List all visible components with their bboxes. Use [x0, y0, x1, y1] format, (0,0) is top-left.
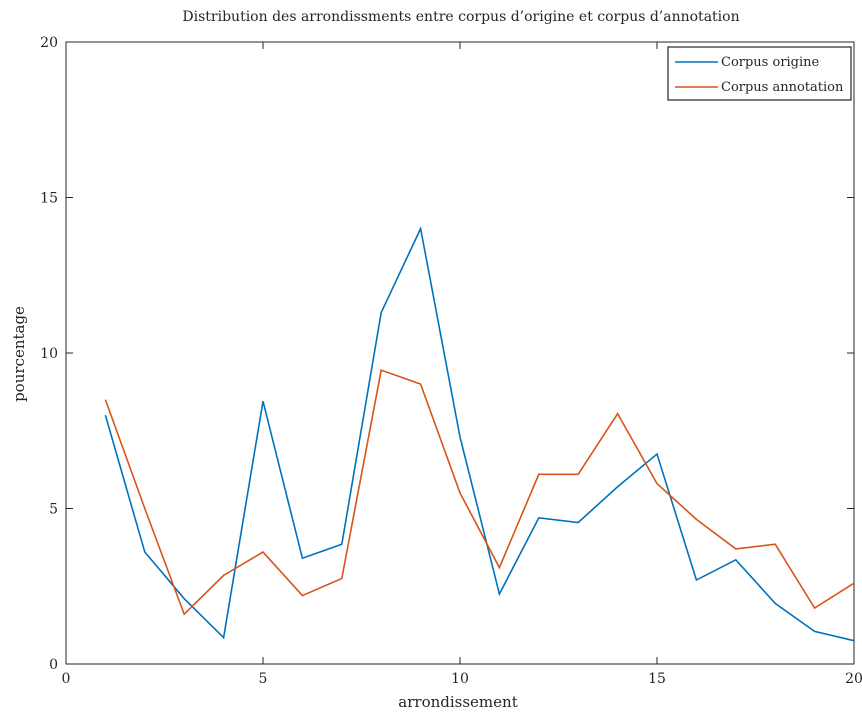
- data-point: [617, 413, 619, 415]
- data-point: [735, 559, 737, 561]
- data-point: [538, 517, 540, 519]
- x-tick-label: 5: [259, 671, 268, 687]
- data-point: [774, 543, 776, 545]
- chart-title: Distribution des arrondissments entre co…: [182, 9, 739, 25]
- data-point: [144, 508, 146, 510]
- data-point: [656, 483, 658, 485]
- series-line-corpus-annotation: [104, 369, 855, 616]
- data-point: [814, 607, 816, 609]
- data-point: [420, 228, 422, 230]
- data-point: [499, 567, 501, 569]
- legend-box: [667, 46, 852, 101]
- data-point: [696, 579, 698, 581]
- data-point: [223, 637, 225, 639]
- series-line-corpus-origine: [104, 226, 855, 642]
- data-point: [302, 595, 304, 597]
- data-point: [341, 543, 343, 545]
- legend: Corpus origine Corpus annotation: [667, 46, 852, 101]
- x-tick-label: 10: [451, 671, 469, 687]
- data-point: [380, 369, 382, 371]
- legend-label-corpus-origine: Corpus origine: [721, 55, 820, 70]
- data-point: [302, 557, 304, 559]
- data-point: [814, 631, 816, 633]
- x-tick-label: 0: [62, 671, 71, 687]
- data-point: [420, 383, 422, 385]
- x-axis-label: arrondissement: [398, 693, 517, 711]
- data-point: [853, 582, 855, 584]
- data-point: [459, 492, 461, 494]
- y-tick-label: 5: [49, 502, 58, 518]
- data-point: [735, 548, 737, 550]
- data-point: [538, 473, 540, 475]
- series-lines: [104, 226, 855, 642]
- x-tick-label: 20: [845, 671, 862, 687]
- data-point: [774, 603, 776, 605]
- data-point: [341, 578, 343, 580]
- y-axis-label: pourcentage: [10, 306, 28, 402]
- data-point: [183, 598, 185, 600]
- data-point: [853, 640, 855, 642]
- data-point: [105, 414, 107, 416]
- data-point: [499, 593, 501, 595]
- data-point: [617, 486, 619, 488]
- data-point: [577, 473, 579, 475]
- y-axis: 0 5 10 15 20: [40, 35, 854, 673]
- y-tick-label: 10: [40, 346, 58, 362]
- data-point: [656, 453, 658, 455]
- legend-label-corpus-annotation: Corpus annotation: [721, 80, 844, 95]
- data-point: [577, 522, 579, 524]
- data-point: [380, 312, 382, 314]
- data-point: [696, 519, 698, 521]
- data-point: [223, 575, 225, 577]
- data-point: [144, 551, 146, 553]
- y-tick-label: 15: [40, 191, 58, 207]
- data-point: [262, 551, 264, 553]
- x-tick-label: 15: [648, 671, 666, 687]
- plot-area: [65, 41, 855, 665]
- data-point: [183, 613, 185, 615]
- data-point: [262, 400, 264, 402]
- y-tick-label: 20: [40, 35, 58, 51]
- data-point: [459, 436, 461, 438]
- x-axis: 0 5 10 15 20: [62, 42, 862, 687]
- data-point: [105, 399, 107, 401]
- y-tick-label: 0: [49, 657, 58, 673]
